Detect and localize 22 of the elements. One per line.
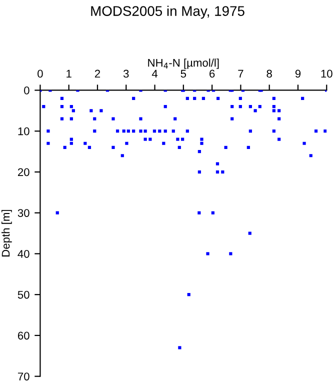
y-tick-label: 70 — [18, 372, 30, 380]
x-tick-label: 6 — [210, 70, 215, 78]
y-tick-label: 40 — [18, 250, 30, 258]
x-tick-label: 1 — [66, 70, 72, 78]
x-tick-label: 5 — [180, 70, 186, 78]
chart-title: MODS2005 in May, 1975 — [91, 6, 244, 19]
y-tick-label: 60 — [18, 332, 30, 340]
x-tick-label: 7 — [238, 70, 244, 78]
y-tick-label: 20 — [18, 168, 30, 176]
x-tick-label: 3 — [123, 70, 129, 78]
y-axis-title: Depth [m] — [2, 210, 12, 256]
x-tick-label: 9 — [295, 70, 301, 78]
x-tick-label: 2 — [94, 70, 100, 78]
y-tick-label: 10 — [18, 127, 30, 136]
x-axis-title: NH$_{4}$-N [µmol/l] — [148, 58, 219, 69]
y-tick-label: 0 — [24, 86, 30, 94]
x-tick-label: 8 — [266, 70, 272, 78]
x-tick-label: 4 — [152, 70, 158, 78]
x-tick-label: 0 — [38, 70, 43, 78]
y-tick-label: 30 — [18, 209, 30, 217]
y-tick-label: 50 — [18, 290, 30, 299]
x-tick-label: 10 — [321, 70, 332, 78]
